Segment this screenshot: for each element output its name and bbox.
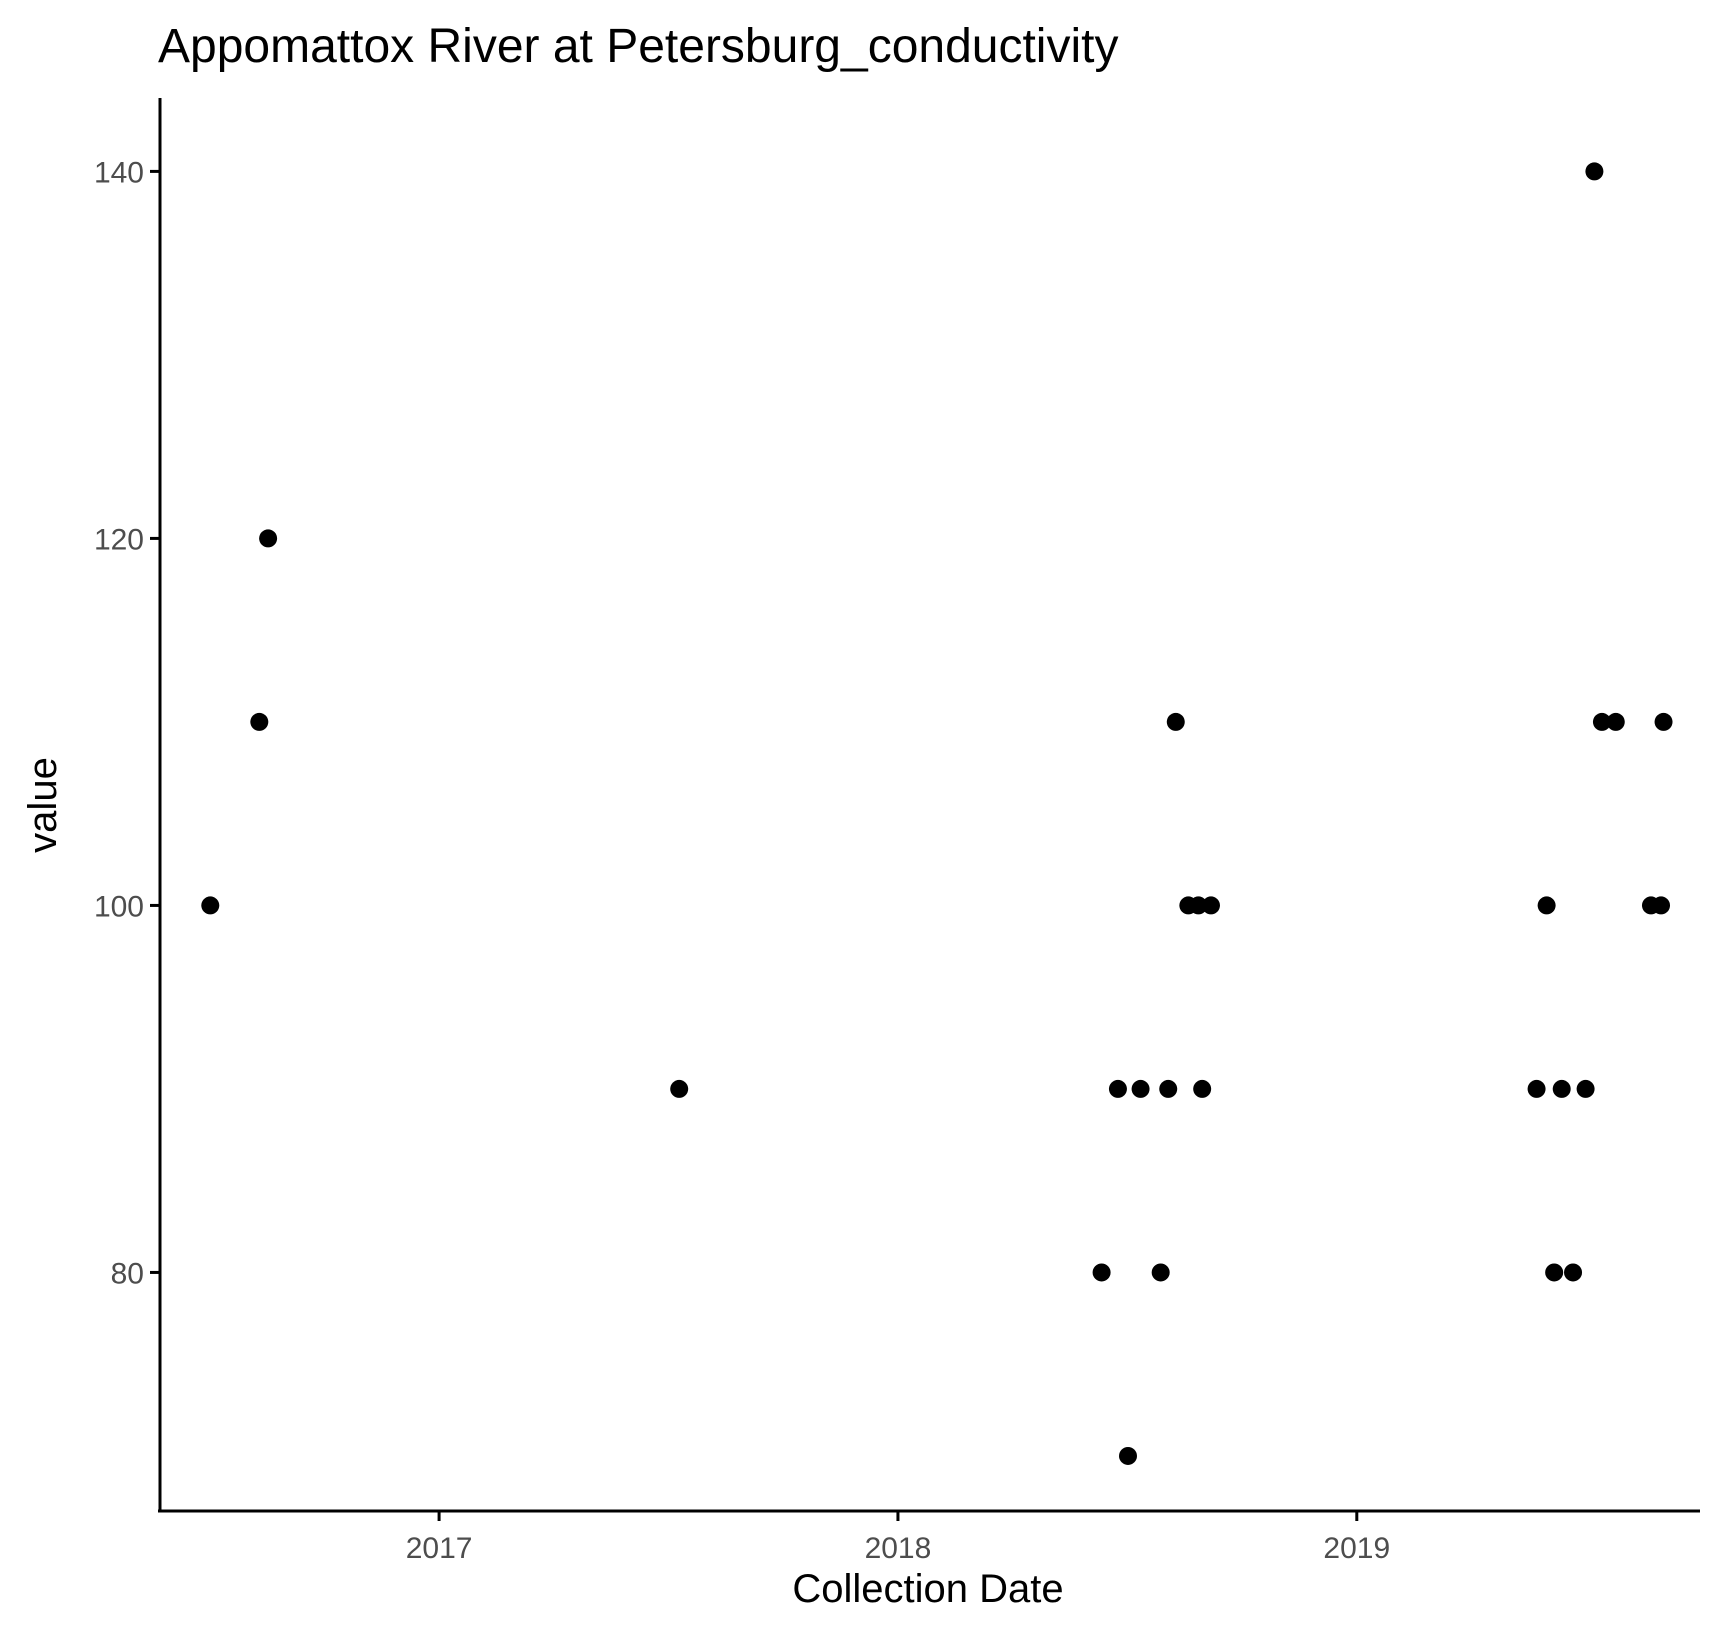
data-point [1166,712,1185,731]
data-point [1159,1079,1178,1098]
y-tick-label: 120 [94,523,144,556]
y-axis-title: value [21,757,65,853]
data-point [1119,1446,1137,1465]
data-point [1537,896,1556,915]
y-axis-ticks: 80 100 120 140 [94,156,160,1290]
data-point [1527,1079,1546,1098]
data-point [1576,1079,1595,1098]
data-point [1108,1079,1127,1098]
x-tick-label: 2019 [1323,1532,1390,1565]
data-point [259,529,278,548]
data-point [1193,1079,1212,1098]
data-point [1131,1079,1150,1098]
y-tick-label: 100 [94,890,144,923]
data-point [1545,1263,1564,1282]
x-tick-label: 2018 [865,1532,932,1565]
data-point [1592,712,1611,731]
data-point [201,896,220,915]
data-point [1201,896,1220,915]
data-point [1151,1263,1170,1282]
data-point [1189,896,1208,915]
chart-title: Appomattox River at Petersburg_conductiv… [158,20,1118,73]
y-tick-label: 80 [111,1257,144,1290]
data-point [1552,1079,1571,1098]
data-point [670,1079,689,1098]
data-points [201,162,1673,1465]
x-axis-ticks: 2017 2018 2019 [406,1511,1390,1565]
data-point [250,712,269,731]
data-point [1585,162,1604,181]
x-axis-title: Collection Date [792,1567,1063,1611]
y-tick-label: 140 [94,156,144,189]
data-point [1652,896,1671,915]
data-point [1654,712,1673,731]
data-point [1092,1263,1111,1282]
x-tick-label: 2017 [406,1532,473,1565]
data-point [1564,1263,1583,1282]
data-point [1606,712,1625,731]
